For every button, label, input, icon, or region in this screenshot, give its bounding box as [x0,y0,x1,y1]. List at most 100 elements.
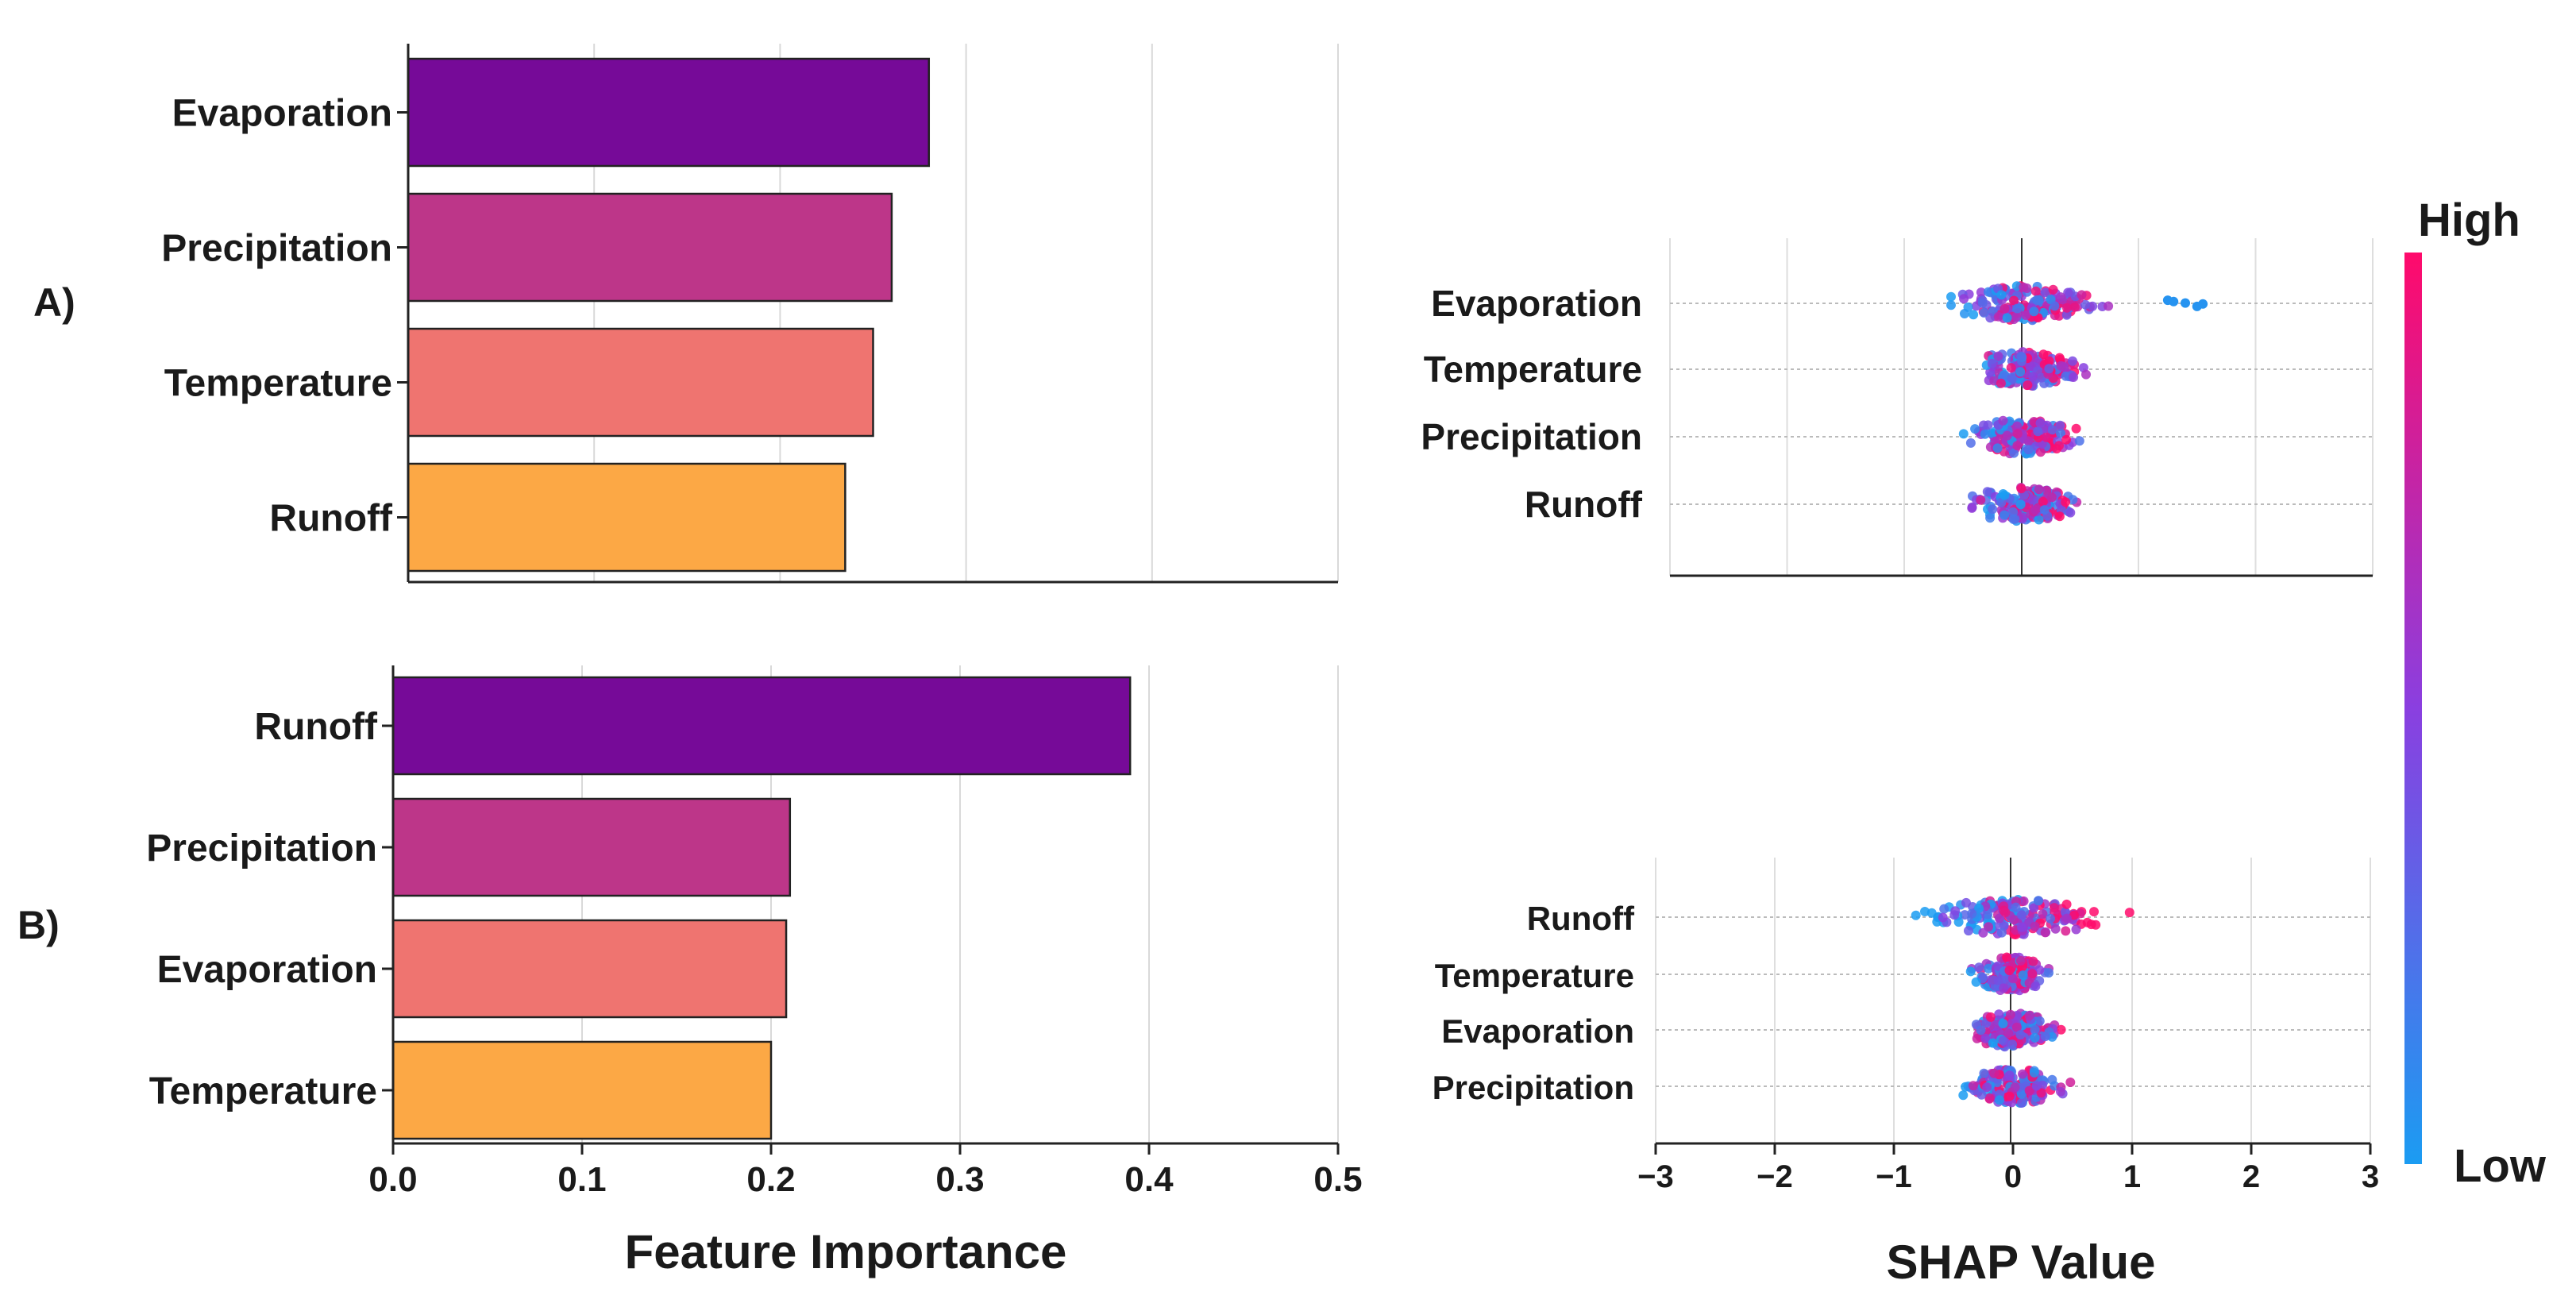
shap-point [2006,363,2016,373]
x-tick-label: 1 [2123,1159,2141,1194]
shap-point [2061,926,2071,936]
shap-point [1946,300,1956,310]
shap-point [1976,1089,1987,1100]
shap-point [1938,912,1948,923]
importance-chart-a: Evaporation Precipitation Temperature Runof… [161,44,1339,584]
shap-point [1979,307,1989,318]
shap-point [2000,908,2011,917]
bar [407,57,931,168]
shap-point [2034,515,2044,525]
x-tick-label: 0.0 [368,1160,417,1199]
shap-point [2061,497,2071,507]
y-tick-label: Precipitation [146,827,377,870]
shap-point [2033,426,2043,437]
shap-point [2003,1028,2014,1039]
shap-point [2005,1009,2015,1020]
shap-point [2012,429,2023,439]
shap-point [2061,434,2072,445]
shap-point [1961,897,1971,908]
shap-point [2018,1069,2027,1079]
shap-point [2071,924,2081,935]
shap-point [2039,505,2050,515]
shap-point [2035,447,2046,457]
shap-point [2002,952,2012,962]
shap-point [2004,966,2015,976]
y-tick-label: Temperature [149,1070,377,1112]
shap-point [1976,287,1986,298]
shap-point [1980,429,1990,439]
shap-point [2028,956,2038,966]
shap-point [2198,299,2208,309]
shap-point [2015,955,2026,966]
shap-point [1971,977,1981,987]
shap-point [2056,1086,2065,1097]
shap-point [2077,290,2087,300]
shap-point [1998,415,2008,426]
x-tick-label: −3 [1637,1159,1674,1194]
shap-point [2002,430,2012,441]
shap-point [2069,910,2079,920]
shap-point [1995,913,2004,923]
shap-point [2069,372,2079,382]
shap-point [2054,353,2065,363]
shap-point [2027,969,2038,979]
shap-point [1987,358,1997,368]
shap-point [1993,976,2003,985]
shap-point [2049,903,2059,913]
shap-point [2065,1078,2076,1087]
shap-point [1992,443,2003,453]
shap-point [2004,1070,2015,1081]
shap-point [2019,896,2029,906]
shap-point [2046,913,2055,923]
shap-point [1999,490,2010,500]
shap-point [1998,1019,2008,1028]
y-tick-label: Temperature [1435,957,1634,994]
shap-point [2035,418,2046,428]
shap-point [2030,504,2041,515]
shap-point [1999,983,2009,993]
shap-point [2030,921,2040,931]
shap-point [1993,351,2003,361]
bar [391,1040,773,1140]
y-tick-label: Precipitation [1421,416,1642,457]
shap-point [2007,373,2017,384]
bar [407,462,846,573]
shap-point [2030,1024,2040,1035]
shap-point [2080,299,2090,310]
shap-point [2034,1016,2045,1026]
shap-point [1979,420,1988,430]
shap-point [1911,910,1921,920]
shap-point [2047,1031,2057,1042]
shap-point [1988,1038,1998,1048]
y-tick-label: Evaporation [157,949,377,991]
bar [391,797,792,897]
shap-point [1994,1009,2004,1020]
y-tick-label: Runoff [1527,900,1635,937]
bar [407,192,893,303]
shap-point [2056,292,2066,303]
shap-point [2008,507,2019,517]
shap-point [2004,1091,2015,1101]
shap-point [1959,294,1969,304]
shap-point [1963,302,1973,312]
x-tick-label: 0.2 [746,1160,795,1199]
shap-point [2104,301,2114,311]
y-tick-label: Runoff [269,498,393,540]
shap-point [1985,513,1996,523]
shap-point [2012,421,2023,431]
shap-point [2036,1088,2046,1098]
shap-point [1976,495,1986,505]
shap-point [2082,917,2092,927]
shap-point [2055,420,2065,430]
colorbar-low-label: Low [2454,1140,2547,1192]
shap-point [1969,310,1979,320]
shap-point [1996,927,2007,938]
shap-point [1988,504,1998,515]
shap-point [1967,503,1977,513]
y-tick-label: Temperature [1424,349,1642,390]
shap-point [1950,906,1961,916]
shap-point [2040,287,2050,298]
shap-point [1984,1093,1995,1103]
shap-point [2015,367,2026,377]
colorbar-high-label: High [2418,195,2520,246]
